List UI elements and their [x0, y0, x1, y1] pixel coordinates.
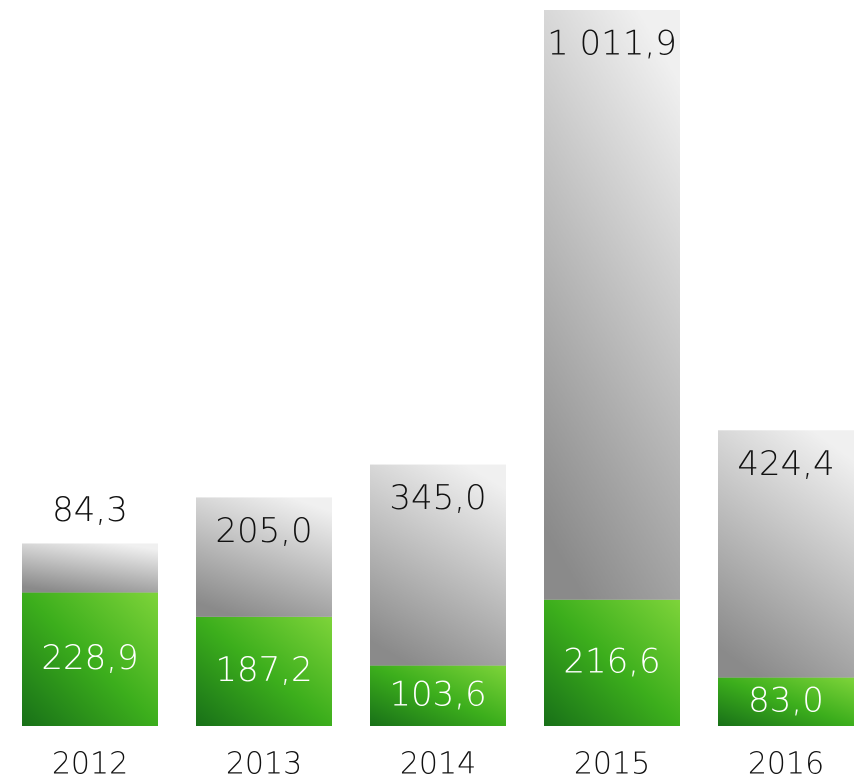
bar-segment	[22, 543, 158, 593]
value-label: 205,0	[215, 511, 312, 551]
x-tick-label: 2013	[226, 747, 302, 781]
x-tick-label: 2014	[400, 747, 476, 781]
bar-segment	[544, 599, 680, 726]
bar-segment	[22, 592, 158, 726]
bar-segment	[718, 430, 854, 678]
bar-segment	[370, 464, 506, 666]
value-label: 228,9	[41, 638, 138, 678]
bar-segment	[196, 497, 332, 617]
value-label: 84,3	[52, 490, 128, 530]
bar-segment	[718, 677, 854, 726]
value-label: 187,2	[215, 650, 312, 690]
bar-segment	[544, 10, 680, 600]
value-label: 83,0	[748, 680, 824, 720]
value-label: 216,6	[563, 641, 660, 681]
value-label: 345,0	[389, 478, 486, 518]
bar-segment	[196, 616, 332, 726]
x-tick-label: 2012	[52, 747, 128, 781]
value-label: 103,6	[389, 674, 486, 714]
value-label: 424,4	[737, 444, 834, 484]
bar-segment	[370, 665, 506, 726]
value-label: 1 011,9	[547, 24, 677, 64]
x-tick-label: 2015	[574, 747, 650, 781]
x-tick-label: 2016	[748, 747, 824, 781]
